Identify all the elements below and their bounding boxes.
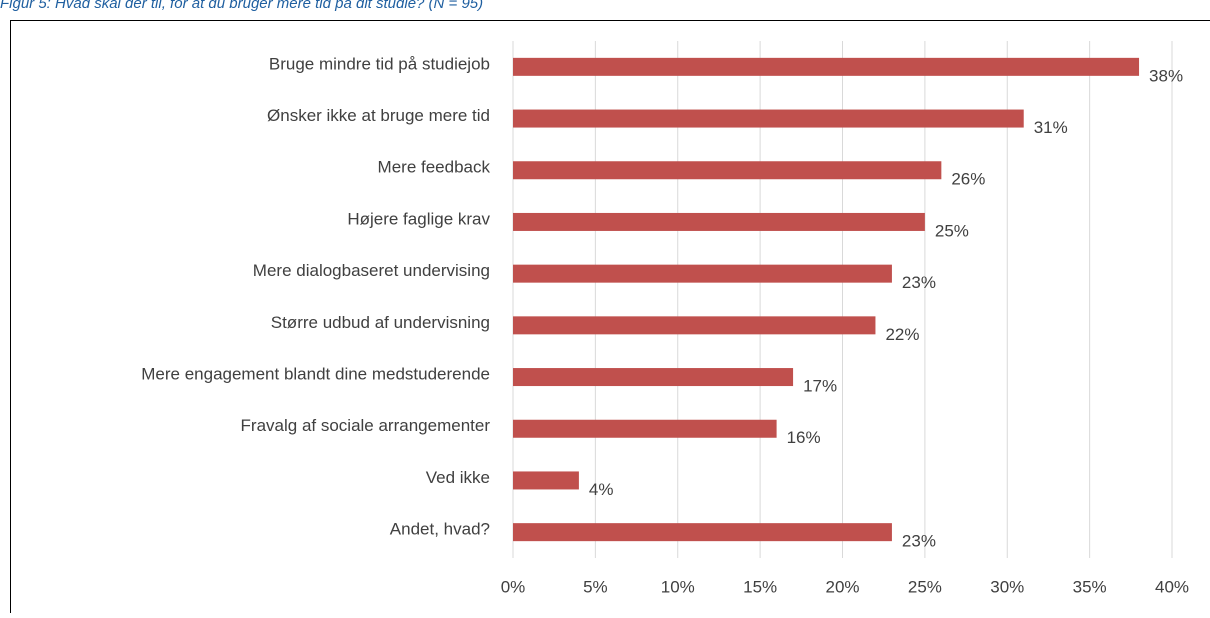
data-label: 17% [803, 377, 837, 396]
y-tick-label: Højere faglige krav [347, 209, 490, 228]
data-label: 4% [589, 480, 614, 499]
x-tick-label: 5% [583, 577, 608, 596]
data-label: 16% [787, 428, 821, 447]
bar [513, 523, 892, 541]
chart-title: Figur 5: Hvad skal der til, for at du br… [0, 0, 483, 12]
y-tick-label: Andet, hvad? [390, 520, 490, 539]
bar [513, 368, 793, 386]
data-label: 23% [902, 273, 936, 292]
bar [513, 110, 1024, 128]
data-label: 31% [1034, 118, 1068, 137]
bar [513, 161, 941, 179]
x-tick-label: 35% [1073, 577, 1107, 596]
bar [513, 58, 1139, 76]
data-label: 38% [1149, 66, 1183, 85]
data-label: 23% [902, 532, 936, 551]
data-label: 22% [885, 325, 919, 344]
bar [513, 213, 925, 231]
y-tick-label: Ønsker ikke at bruge mere tid [267, 106, 490, 125]
data-label: 26% [951, 170, 985, 189]
data-label: 25% [935, 221, 969, 240]
y-tick-label: Fravalg af sociale arrangementer [241, 416, 491, 435]
bar [513, 265, 892, 283]
x-tick-label: 0% [501, 577, 526, 596]
y-tick-label: Bruge mindre tid på studiejob [269, 54, 490, 73]
x-tick-label: 40% [1155, 577, 1189, 596]
x-tick-label: 25% [908, 577, 942, 596]
bar [513, 471, 579, 489]
y-tick-label: Mere dialogbaseret undervising [253, 261, 490, 280]
y-tick-label: Mere engagement blandt dine medstuderend… [141, 365, 490, 384]
x-tick-label: 10% [661, 577, 695, 596]
bar [513, 420, 777, 438]
bar [513, 316, 875, 334]
x-tick-label: 30% [990, 577, 1024, 596]
x-tick-label: 20% [825, 577, 859, 596]
y-tick-label: Større udbud af undervisning [271, 313, 490, 332]
x-tick-label: 15% [743, 577, 777, 596]
y-tick-label: Ved ikke [426, 468, 490, 487]
y-tick-label: Mere feedback [378, 158, 491, 177]
